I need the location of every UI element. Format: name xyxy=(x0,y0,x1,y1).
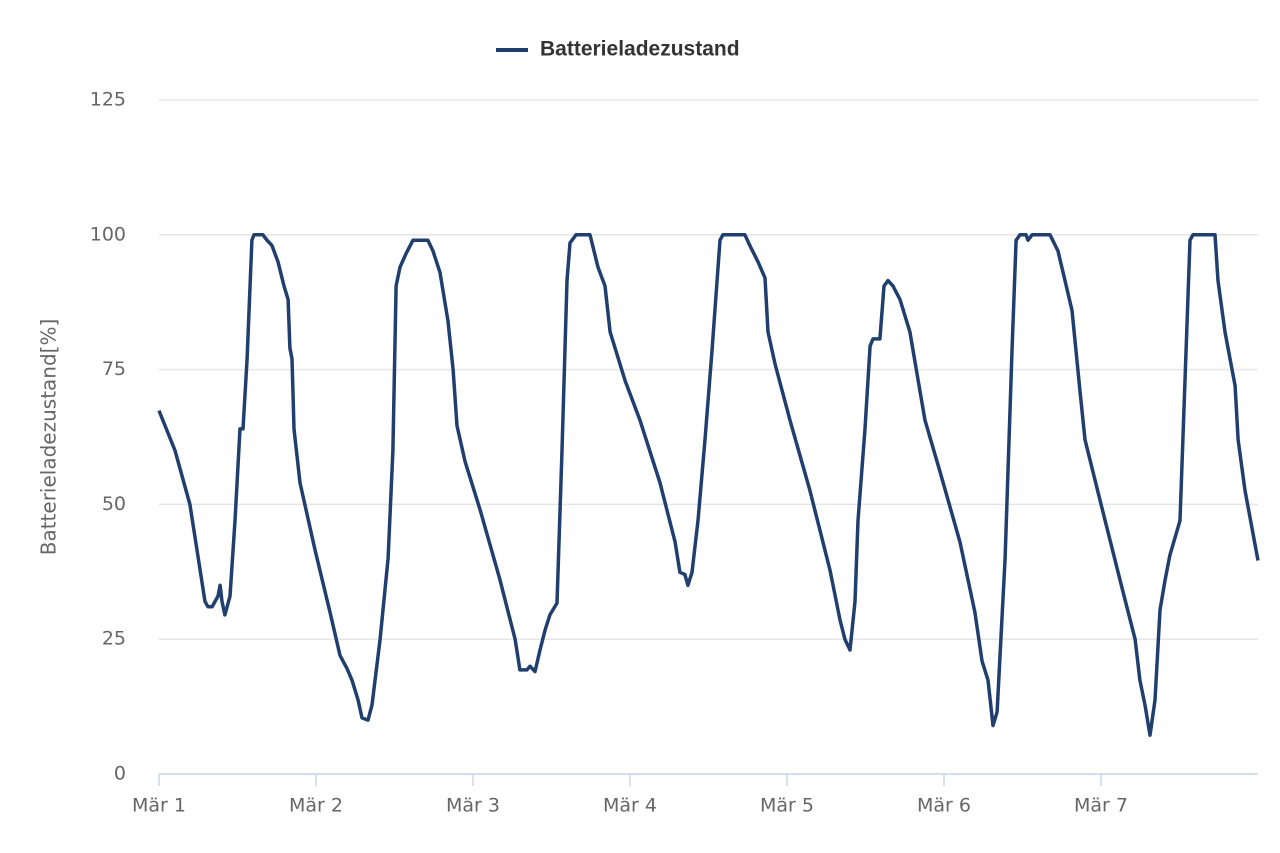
y-tick-label: 125 xyxy=(90,89,126,111)
y-tick-label: 0 xyxy=(114,763,126,785)
y-tick-label: 50 xyxy=(102,493,126,515)
y-tick-label: 25 xyxy=(102,628,126,650)
x-tick-label: Mär 7 xyxy=(1074,795,1128,817)
x-tick-label: Mär 4 xyxy=(603,795,657,817)
x-tick-label: Mär 2 xyxy=(289,795,343,817)
x-tick-label: Mär 3 xyxy=(446,795,500,817)
y-tick-label: 75 xyxy=(102,358,126,380)
x-tick-label: Mär 6 xyxy=(917,795,971,817)
x-tick-label: Mär 5 xyxy=(760,795,814,817)
series-line xyxy=(157,233,1260,737)
y-axis-label: Batterieladezustand[%] xyxy=(37,319,61,556)
legend-label: Batterieladezustand xyxy=(540,38,740,61)
y-tick-label: 100 xyxy=(90,223,126,245)
x-tick-label: Mär 1 xyxy=(132,795,186,817)
